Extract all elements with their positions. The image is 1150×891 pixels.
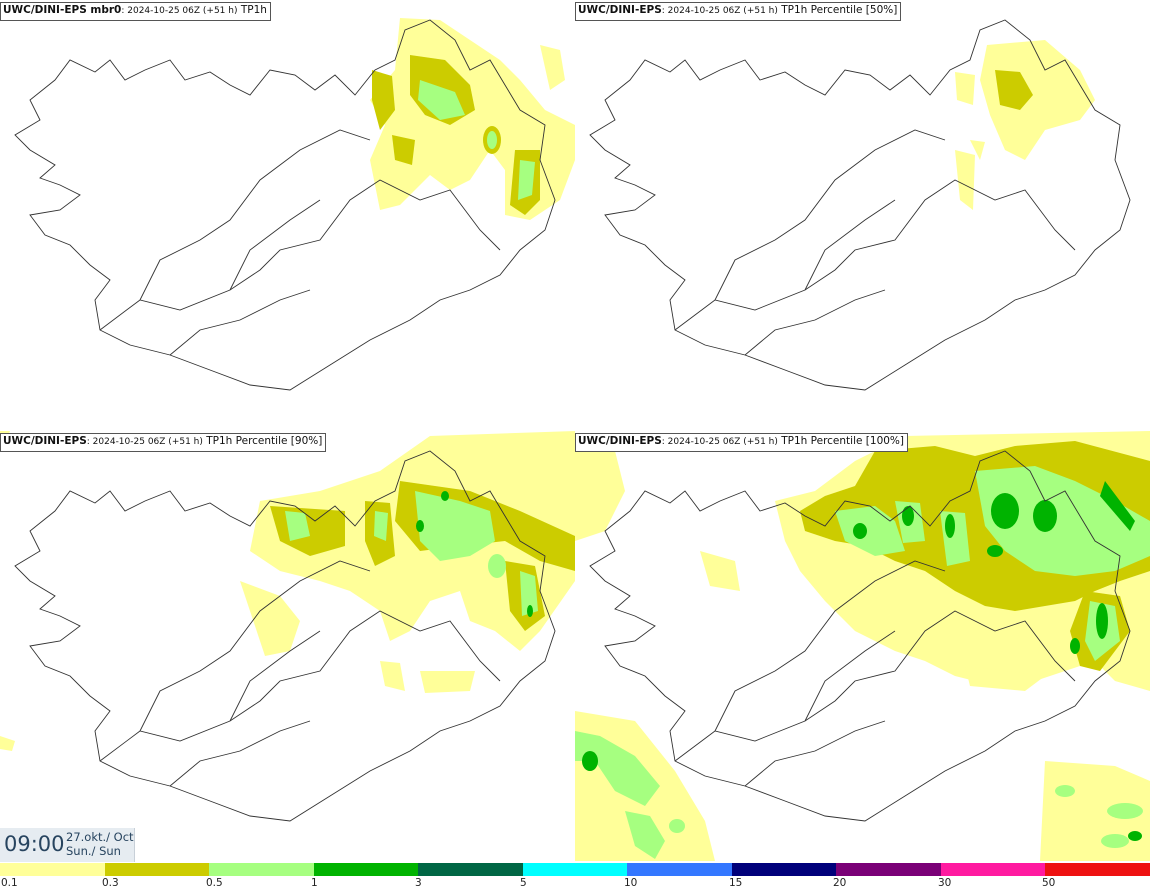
map-panel-member0: UWC/DINI-EPS mbr0: 2024-10-25 06Z (+51 h… <box>0 0 575 430</box>
colorbar-swatch <box>731 863 837 876</box>
precip-field <box>955 40 1095 210</box>
colorbar-tick-label: 10 <box>624 877 638 889</box>
precip-field <box>370 18 575 220</box>
colorbar-swatch <box>313 863 419 876</box>
colorbar-swatch <box>418 863 523 876</box>
panel-title: UWC/DINI-EPS: 2024-10-25 06Z (+51 h) TP1… <box>0 433 327 452</box>
coastline <box>589 19 1131 391</box>
map-panel-percentile-50: UWC/DINI-EPS: 2024-10-25 06Z (+51 h) TP1… <box>575 0 1150 430</box>
valid-time: 09:00 <box>4 832 65 856</box>
colorbar-labels: 0.1 0.3 0.5 1 3 5 10 15 20 30 50 <box>0 876 1150 891</box>
valid-time-box: 09:00 27.okt./ Oct Sun./ Sun <box>0 828 135 862</box>
panel-title: UWC/DINI-EPS: 2024-10-25 06Z (+51 h) TP1… <box>575 2 902 21</box>
colorbar-tick-label: 0.1 <box>1 877 18 889</box>
precipitation-map <box>14 18 575 391</box>
colorbar-tick-label: 0.3 <box>102 877 119 889</box>
colorbar-swatch <box>522 863 628 876</box>
map-panel-percentile-90: UWC/DINI-EPS: 2024-10-25 06Z (+51 h) TP1… <box>0 431 575 861</box>
colorbar-swatches <box>0 863 1150 876</box>
coastline <box>14 450 556 822</box>
colorbar-tick-label: 30 <box>938 877 952 889</box>
colorbar-tick-label: 0.5 <box>206 877 223 889</box>
colorbar-swatch <box>836 863 941 876</box>
colorbar-tick-label: 1 <box>311 877 318 889</box>
colorbar-swatch <box>1045 863 1150 876</box>
valid-date-line2: Sun./ Sun <box>66 844 121 858</box>
colorbar-swatch <box>940 863 1046 876</box>
colorbar-tick-label: 5 <box>520 877 527 889</box>
colorbar-swatch <box>627 863 732 876</box>
precipitation-map <box>0 431 575 822</box>
valid-date-line1: 27.okt./ Oct <box>66 830 134 844</box>
colorbar-swatch <box>209 863 314 876</box>
colorbar-swatch <box>104 863 210 876</box>
precipitation-map <box>589 19 1131 391</box>
precip-field <box>0 431 575 751</box>
colorbar-tick-label: 20 <box>833 877 847 889</box>
panel-title: UWC/DINI-EPS: 2024-10-25 06Z (+51 h) TP1… <box>575 433 908 452</box>
precipitation-map <box>575 431 1150 861</box>
colorbar-swatch <box>0 863 105 876</box>
colorbar-legend: 0.1 0.3 0.5 1 3 5 10 15 20 30 50 <box>0 863 1150 891</box>
coastline <box>14 19 556 391</box>
colorbar-tick-label: 50 <box>1042 877 1056 889</box>
colorbar-tick-label: 15 <box>729 877 743 889</box>
precip-field <box>575 431 1150 861</box>
valid-date: 27.okt./ Oct Sun./ Sun <box>66 830 134 858</box>
panel-title: UWC/DINI-EPS mbr0: 2024-10-25 06Z (+51 h… <box>0 2 271 21</box>
colorbar-tick-label: 3 <box>415 877 422 889</box>
coastline <box>589 450 1131 822</box>
map-panel-percentile-100: UWC/DINI-EPS: 2024-10-25 06Z (+51 h) TP1… <box>575 431 1150 861</box>
